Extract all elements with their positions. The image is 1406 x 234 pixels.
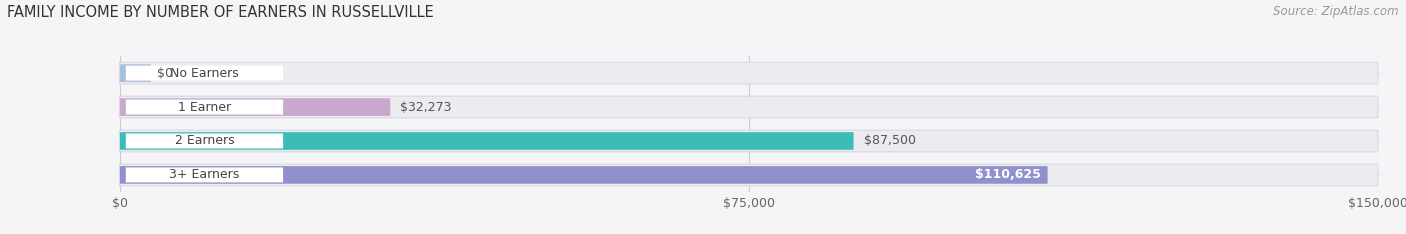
FancyBboxPatch shape [120,62,1378,84]
Text: No Earners: No Earners [170,67,239,80]
Text: 3+ Earners: 3+ Earners [169,168,239,181]
Text: FAMILY INCOME BY NUMBER OF EARNERS IN RUSSELLVILLE: FAMILY INCOME BY NUMBER OF EARNERS IN RU… [7,5,434,20]
FancyBboxPatch shape [120,166,1047,184]
FancyBboxPatch shape [125,167,283,183]
FancyBboxPatch shape [120,98,391,116]
FancyBboxPatch shape [120,96,1378,118]
Text: $110,625: $110,625 [976,168,1042,181]
Text: $32,273: $32,273 [401,101,451,113]
Text: $87,500: $87,500 [863,135,915,147]
FancyBboxPatch shape [125,66,283,81]
Text: 1 Earner: 1 Earner [179,101,231,113]
Text: Source: ZipAtlas.com: Source: ZipAtlas.com [1274,5,1399,18]
Text: $0: $0 [157,67,173,80]
FancyBboxPatch shape [120,130,1378,152]
FancyBboxPatch shape [125,99,283,115]
FancyBboxPatch shape [120,132,853,150]
FancyBboxPatch shape [120,164,1378,186]
FancyBboxPatch shape [120,64,150,82]
FancyBboxPatch shape [125,133,283,149]
Text: 2 Earners: 2 Earners [174,135,235,147]
